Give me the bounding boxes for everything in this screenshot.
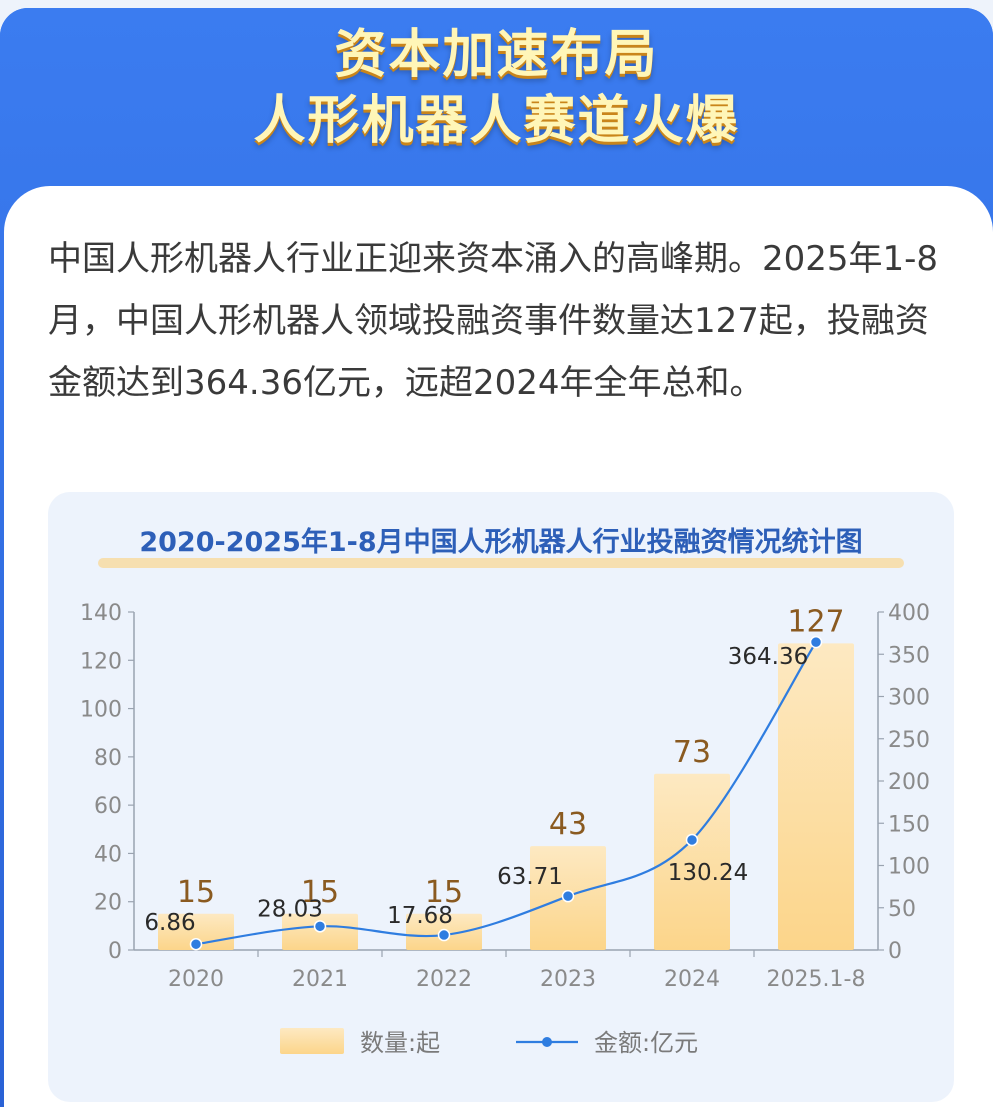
bar-value-label: 15	[301, 875, 339, 910]
amount-value-label: 6.86	[144, 910, 195, 936]
amount-point	[685, 833, 699, 847]
y-right-tick-label: 150	[888, 812, 930, 837]
amount-value-label: 28.03	[257, 896, 323, 922]
x-tick-label: 2024	[664, 967, 720, 992]
legend-line-label: 金额:亿元	[594, 1029, 698, 1057]
amount-point	[809, 635, 823, 649]
amount-value-label: 130.24	[668, 860, 748, 886]
x-tick-label: 2022	[416, 967, 472, 992]
y-left-tick-label: 20	[94, 891, 122, 916]
combo-chart: 0 20 40 60 80 100 120 140 0 50 100 150 200 250 300 350 4…	[80, 601, 930, 1057]
x-tick-label: 2023	[540, 967, 596, 992]
bar	[778, 643, 854, 950]
content-panel: 中国人形机器人行业正迎来资本涌入的高峰期。2025年1-8月，中国人形机器人领域…	[4, 186, 993, 1107]
y-right-tick-label: 100	[888, 855, 930, 880]
amount-point	[437, 928, 451, 942]
legend-bar-swatch	[280, 1028, 344, 1054]
y-left-tick-label: 80	[94, 746, 122, 771]
y-left-tick-label: 60	[94, 794, 122, 819]
amount-value-label: 364.36	[728, 644, 808, 670]
bar-value-label: 15	[177, 875, 215, 910]
y-right-tick-label: 400	[888, 601, 930, 626]
y-right-tick-label: 250	[888, 728, 930, 753]
header-title: 资本加速布局 人形机器人赛道火爆	[0, 22, 993, 154]
chart-title: 2020-2025年1-8月中国人形机器人行业投融资情况统计图	[139, 527, 863, 558]
y-left-tick-label: 120	[80, 649, 122, 674]
legend-line-marker	[542, 1037, 552, 1047]
header-title-line1: 资本加速布局	[334, 25, 659, 85]
y-left-tick-label: 0	[108, 939, 122, 964]
x-tick-label: 2025.1-8	[767, 967, 866, 992]
bar-value-label: 73	[673, 735, 711, 770]
y-left-tick-label: 140	[80, 601, 122, 626]
amount-point	[313, 920, 327, 933]
y-right-tick-label: 200	[888, 770, 930, 795]
y-right-tick-label: 0	[888, 939, 902, 964]
y-left-tick-label: 100	[80, 698, 122, 723]
intro-paragraph: 中国人形机器人行业正迎来资本涌入的高峰期。2025年1-8月，中国人形机器人领域…	[48, 239, 939, 403]
y-right-tick-label: 350	[888, 643, 930, 668]
y-left-tick-label: 40	[94, 842, 122, 867]
chart-title-wrap: 2020-2025年1-8月中国人形机器人行业投融资情况统计图	[48, 520, 954, 568]
bar-value-label: 127	[787, 604, 844, 639]
bar-value-label: 43	[549, 807, 587, 842]
bar-value-label: 15	[425, 875, 463, 910]
chart-card: 2020-2025年1-8月中国人形机器人行业投融资情况统计图 0 20 40 60 8…	[48, 492, 954, 1102]
amount-value-label: 17.68	[387, 903, 453, 929]
x-tick-label: 2021	[292, 967, 348, 992]
legend-bar-label: 数量:起	[360, 1029, 440, 1057]
amount-value-label: 63.71	[497, 864, 563, 890]
x-tick-label: 2020	[168, 967, 224, 992]
amount-point	[561, 889, 575, 903]
chart-title-highlight	[98, 558, 904, 568]
y-right-tick-label: 300	[888, 686, 930, 711]
amount-point	[189, 937, 203, 951]
header-title-line2: 人形机器人赛道火爆	[253, 91, 740, 151]
y-right-tick-label: 50	[888, 897, 916, 922]
